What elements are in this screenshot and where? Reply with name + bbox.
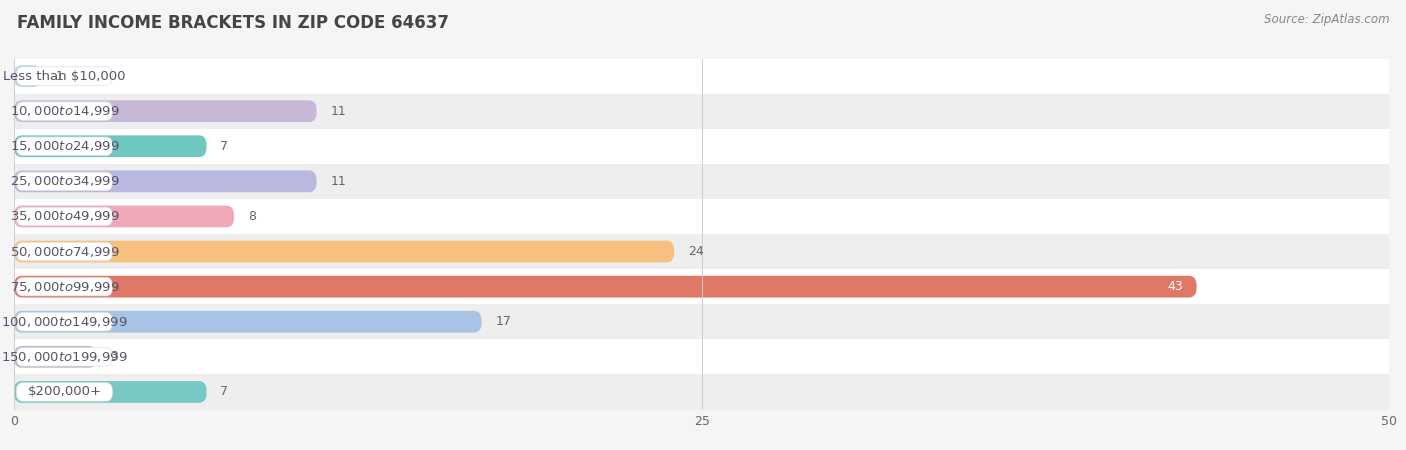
FancyBboxPatch shape [14, 171, 316, 192]
Text: Source: ZipAtlas.com: Source: ZipAtlas.com [1264, 14, 1389, 27]
FancyBboxPatch shape [14, 346, 97, 368]
Text: $25,000 to $34,999: $25,000 to $34,999 [10, 174, 120, 189]
Bar [14, 94, 1389, 129]
FancyBboxPatch shape [17, 137, 112, 156]
FancyBboxPatch shape [14, 135, 207, 157]
FancyBboxPatch shape [17, 242, 112, 261]
Bar [14, 269, 1389, 304]
FancyBboxPatch shape [17, 277, 112, 296]
Bar [14, 234, 1389, 269]
FancyBboxPatch shape [17, 312, 112, 331]
Bar [14, 199, 1389, 234]
FancyBboxPatch shape [14, 311, 482, 333]
Bar [14, 129, 1389, 164]
Bar [14, 339, 1389, 374]
Text: 7: 7 [221, 140, 228, 153]
Text: $35,000 to $49,999: $35,000 to $49,999 [10, 209, 120, 224]
Text: 7: 7 [221, 386, 228, 398]
FancyBboxPatch shape [17, 382, 112, 401]
FancyBboxPatch shape [17, 172, 112, 191]
FancyBboxPatch shape [14, 65, 42, 87]
Text: 11: 11 [330, 175, 346, 188]
Text: $15,000 to $24,999: $15,000 to $24,999 [10, 139, 120, 153]
FancyBboxPatch shape [14, 100, 316, 122]
FancyBboxPatch shape [14, 381, 207, 403]
Text: $200,000+: $200,000+ [27, 386, 101, 398]
Text: $100,000 to $149,999: $100,000 to $149,999 [1, 315, 128, 329]
Bar [14, 58, 1389, 94]
Text: 11: 11 [330, 105, 346, 117]
FancyBboxPatch shape [17, 207, 112, 226]
FancyBboxPatch shape [14, 241, 673, 262]
Text: $10,000 to $14,999: $10,000 to $14,999 [10, 104, 120, 118]
Text: 24: 24 [688, 245, 703, 258]
Text: 43: 43 [1167, 280, 1182, 293]
Text: Less than $10,000: Less than $10,000 [3, 70, 125, 82]
Text: $75,000 to $99,999: $75,000 to $99,999 [10, 279, 120, 294]
Bar [14, 304, 1389, 339]
FancyBboxPatch shape [14, 206, 233, 227]
Text: FAMILY INCOME BRACKETS IN ZIP CODE 64637: FAMILY INCOME BRACKETS IN ZIP CODE 64637 [17, 14, 449, 32]
Text: 8: 8 [247, 210, 256, 223]
Text: 17: 17 [495, 315, 512, 328]
Text: $150,000 to $199,999: $150,000 to $199,999 [1, 350, 128, 364]
Text: 1: 1 [55, 70, 63, 82]
Text: 3: 3 [110, 351, 118, 363]
Bar [14, 164, 1389, 199]
FancyBboxPatch shape [17, 347, 112, 366]
FancyBboxPatch shape [17, 67, 112, 86]
FancyBboxPatch shape [14, 276, 1197, 297]
FancyBboxPatch shape [17, 102, 112, 121]
Text: $50,000 to $74,999: $50,000 to $74,999 [10, 244, 120, 259]
Bar [14, 374, 1389, 410]
